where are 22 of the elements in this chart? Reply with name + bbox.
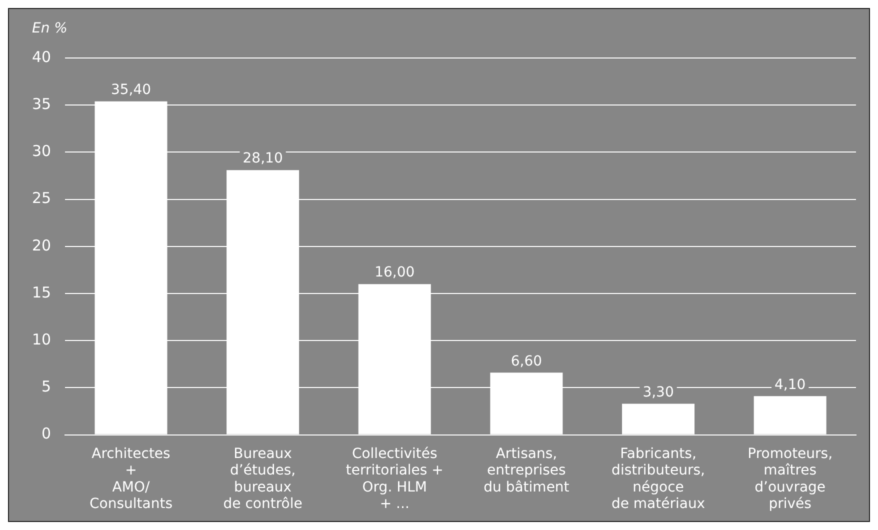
data-label: 16,00 [374, 264, 415, 281]
x-tick-label: Collectivités territoriales + Org. HLM + ... [346, 446, 444, 512]
x-tick-label: Architectes + AMO/ Consultants [89, 446, 172, 512]
data-label: 4,10 [774, 376, 806, 393]
y-tick-label: 15 [32, 283, 52, 302]
y-tick-label: 25 [32, 189, 52, 208]
y-tick-label: 20 [32, 236, 52, 254]
data-label: 35,40 [110, 82, 152, 98]
y-tick-label: 5 [42, 378, 52, 396]
data-label: 6,60 [510, 353, 542, 370]
y-tick-label: 40 [32, 48, 52, 66]
y-tick-label: 35 [32, 94, 52, 113]
data-label: 3,30 [642, 384, 674, 400]
y-tick-label: 30 [32, 142, 52, 160]
y-tick-label: 0 [42, 424, 52, 443]
x-tick-label: Bureaux d’études, bureaux de contrôle [223, 446, 302, 512]
x-tick-label: Fabricants, distributeurs, négoce de matériaux [611, 446, 706, 512]
data-label: 28,10 [242, 150, 283, 167]
y-axis-title: En % [32, 20, 68, 37]
x-tick-label: Promoteurs, maîtres d’ouvrage privés [748, 446, 833, 512]
x-tick-label: Artisans, entreprises du bâtiment [484, 446, 570, 496]
y-tick-label: 10 [32, 330, 52, 348]
